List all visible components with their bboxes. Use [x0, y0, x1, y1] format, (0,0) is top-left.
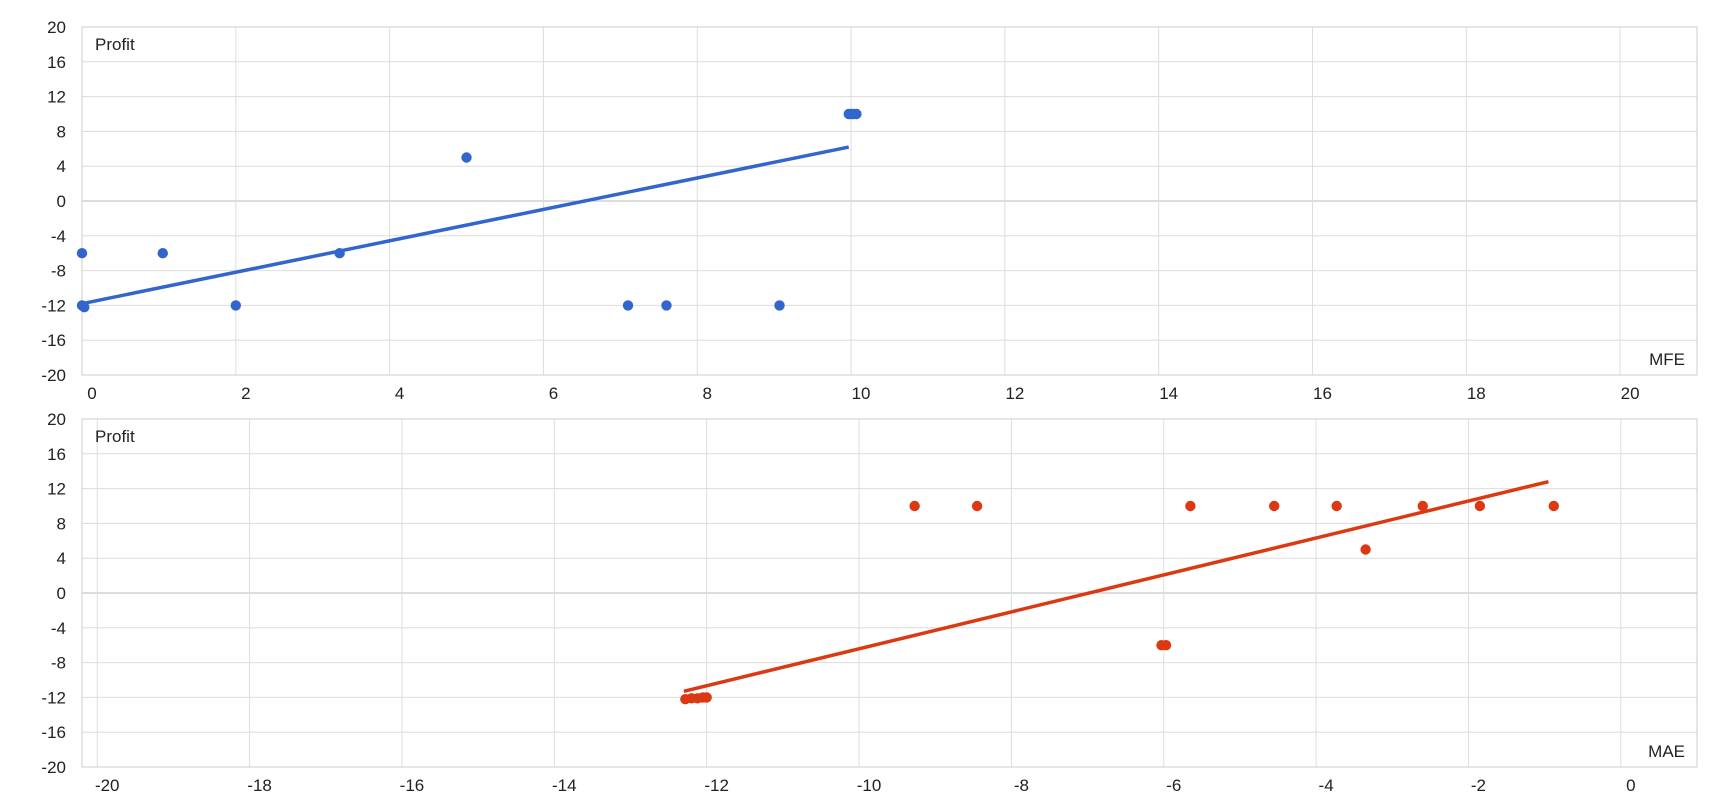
plot-area-border: [81, 418, 1698, 768]
y-tick-label: 8: [57, 122, 66, 141]
x-tick-label: -18: [247, 776, 272, 795]
data-point: [79, 301, 90, 313]
trendline: [683, 479, 1549, 694]
x-tick-label: 0: [1626, 776, 1635, 795]
data-point: [774, 300, 785, 311]
y-tick-label: -12: [41, 296, 66, 315]
y-tick-label: 20: [47, 410, 66, 429]
y-tick-label: 12: [47, 480, 66, 499]
y-tick-label: -8: [51, 262, 66, 281]
data-point: [701, 692, 712, 703]
data-point: [461, 152, 472, 163]
x-tick-label: 6: [549, 384, 558, 403]
data-point: [1360, 544, 1371, 555]
y-tick-label: -12: [41, 688, 66, 707]
x-tick-label: -16: [400, 776, 425, 795]
x-tick-label: 4: [395, 384, 404, 403]
data-point: [230, 300, 242, 311]
data-point: [334, 248, 345, 259]
x-tick-label: -12: [704, 776, 729, 795]
y-tick-label: 12: [47, 88, 66, 107]
x-tick-label: -6: [1166, 776, 1181, 795]
x-tick-label: -2: [1471, 776, 1486, 795]
y-axis-title: Profit: [95, 35, 135, 54]
data-point: [1331, 500, 1342, 512]
data-point: [622, 300, 634, 311]
data-point: [971, 500, 983, 512]
y-tick-label: -8: [51, 654, 66, 673]
x-tick-label: 8: [703, 384, 712, 403]
x-tick-label: -20: [95, 776, 120, 795]
trendline: [81, 145, 850, 306]
data-point: [1548, 500, 1559, 512]
x-tick-label: 14: [1159, 384, 1178, 403]
x-tick-label: 0: [87, 384, 96, 403]
data-point: [157, 248, 168, 259]
y-tick-label: -4: [51, 619, 66, 638]
x-tick-label: -4: [1319, 776, 1334, 795]
y-tick-label: 16: [47, 53, 66, 72]
x-tick-label: 12: [1005, 384, 1024, 403]
y-tick-label: 20: [47, 18, 66, 37]
y-tick-label: -20: [41, 758, 66, 777]
plot-area-border: [81, 26, 1698, 376]
y-tick-label: 16: [47, 445, 66, 464]
data-point: [76, 248, 88, 259]
x-axis-title: MFE: [1649, 350, 1685, 369]
y-tick-label: -20: [41, 366, 66, 385]
y-axis-title: Profit: [95, 427, 135, 446]
data-point: [1269, 500, 1280, 512]
y-tick-label: 4: [57, 549, 66, 568]
y-tick-label: 8: [57, 514, 66, 533]
data-point: [661, 300, 672, 311]
x-tick-label: 10: [852, 384, 871, 403]
x-tick-label: 20: [1621, 384, 1640, 403]
y-tick-label: -16: [41, 331, 66, 350]
data-point: [1160, 640, 1172, 651]
data-point: [1417, 500, 1428, 512]
x-tick-label: 18: [1467, 384, 1486, 403]
data-point: [1474, 500, 1486, 512]
x-tick-label: -14: [552, 776, 577, 795]
data-point: [1185, 500, 1196, 512]
y-tick-label: 0: [57, 192, 66, 211]
data-point: [909, 500, 920, 512]
y-tick-label: -16: [41, 723, 66, 742]
data-point: [851, 108, 862, 120]
x-tick-label: 16: [1313, 384, 1332, 403]
x-tick-label: -8: [1014, 776, 1029, 795]
x-tick-label: 2: [241, 384, 250, 403]
y-tick-label: 4: [57, 157, 66, 176]
x-tick-label: -10: [857, 776, 882, 795]
x-axis-title: MAE: [1648, 742, 1685, 761]
y-tick-label: 0: [57, 584, 66, 603]
y-tick-label: -4: [51, 227, 66, 246]
